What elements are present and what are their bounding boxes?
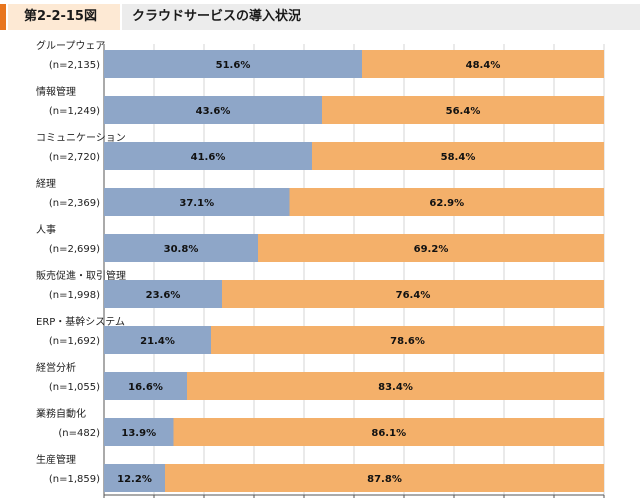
sample-size-label: (n=2,369): [49, 198, 100, 209]
category-label: 業務自動化: [36, 407, 86, 420]
data-label: 69.2%: [414, 244, 449, 255]
category-label: 経理: [36, 177, 56, 190]
bar-segment: [104, 418, 174, 446]
bar-segment: [211, 326, 604, 354]
data-label: 41.6%: [191, 152, 226, 163]
category-label: 生産管理: [36, 453, 76, 466]
bar-segment: [322, 96, 604, 124]
bar-segment: [104, 96, 322, 124]
sample-size-label: (n=1,055): [49, 382, 100, 393]
bar-segment: [104, 326, 211, 354]
data-label: 16.6%: [128, 382, 163, 393]
bar-segment: [104, 188, 290, 216]
category-label: グループウェア: [36, 39, 105, 52]
data-label: 58.4%: [441, 152, 476, 163]
category-label: コミュニケーション: [36, 132, 126, 144]
bar-segment: [362, 50, 604, 78]
category-label: 情報管理: [36, 85, 76, 98]
category-label: 経営分析: [36, 361, 76, 374]
figure-number: 第2-2-15図: [8, 4, 120, 30]
bar-segment: [187, 372, 604, 400]
sample-size-label: (n=1,692): [49, 336, 100, 347]
bar-segment: [104, 372, 187, 400]
header-accent-bar: [0, 4, 6, 30]
bar-segment: [258, 234, 604, 262]
sample-size-label: (n=482): [58, 428, 100, 439]
bar-segment: [312, 142, 604, 170]
data-label: 51.6%: [216, 60, 251, 71]
data-label: 87.8%: [367, 474, 402, 485]
bar-segment: [289, 188, 604, 216]
bar-segment: [104, 280, 222, 308]
data-label: 48.4%: [466, 60, 501, 71]
sample-size-label: (n=1,859): [49, 474, 100, 485]
data-label: 83.4%: [378, 382, 413, 393]
data-label: 23.6%: [146, 290, 181, 301]
bar-segment: [222, 280, 604, 308]
data-label: 43.6%: [196, 106, 231, 117]
bar-segment: [104, 464, 165, 492]
sample-size-label: (n=1,249): [49, 106, 100, 117]
data-label: 13.9%: [121, 428, 156, 439]
data-label: 62.9%: [429, 198, 464, 209]
figure-header: 第2-2-15図 クラウドサービスの導入状況: [0, 0, 640, 34]
data-label: 78.6%: [390, 336, 425, 347]
bar-segment: [104, 142, 312, 170]
data-label: 21.4%: [140, 336, 175, 347]
bar-segment: [104, 50, 362, 78]
data-label: 76.4%: [396, 290, 431, 301]
bar-segment: [165, 464, 604, 492]
sample-size-label: (n=2,720): [49, 152, 100, 163]
data-label: 12.2%: [117, 474, 152, 485]
bar-segment: [173, 418, 604, 446]
data-label: 37.1%: [179, 198, 214, 209]
sample-size-label: (n=1,998): [49, 290, 100, 301]
category-label: 販売促進・取引管理: [36, 269, 126, 282]
figure-title: クラウドサービスの導入状況: [122, 4, 640, 30]
data-label: 30.8%: [164, 244, 199, 255]
bar-segment: [104, 234, 258, 262]
category-label: ERP・基幹システム: [36, 315, 125, 328]
category-label: 人事: [36, 223, 56, 236]
data-label: 56.4%: [446, 106, 481, 117]
sample-size-label: (n=2,699): [49, 244, 100, 255]
data-label: 86.1%: [371, 428, 406, 439]
sample-size-label: (n=2,135): [49, 60, 100, 71]
